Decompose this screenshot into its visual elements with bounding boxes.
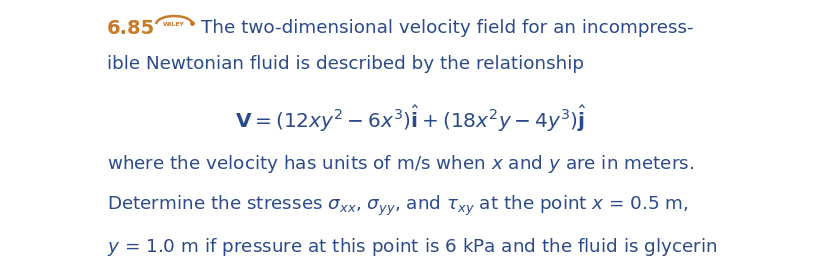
Text: The two-dimensional velocity field for an incompress-: The two-dimensional velocity field for a… bbox=[201, 19, 694, 37]
Text: ible Newtonian fluid is described by the relationship: ible Newtonian fluid is described by the… bbox=[107, 55, 584, 73]
Text: where the velocity has units of m/s when $x$ and $y$ are in meters.: where the velocity has units of m/s when… bbox=[107, 153, 694, 175]
Text: $y$ = 1.0 m if pressure at this point is 6 kPa and the fluid is glycerin: $y$ = 1.0 m if pressure at this point is… bbox=[107, 236, 718, 258]
Text: 6.85: 6.85 bbox=[107, 19, 155, 38]
Text: $\mathbf{V} = (12xy^2 - 6x^3)\hat{\mathbf{i}} + (18x^2y - 4y^3)\hat{\mathbf{j}}$: $\mathbf{V} = (12xy^2 - 6x^3)\hat{\mathb… bbox=[235, 104, 587, 134]
Text: Determine the stresses $\sigma_{xx}$, $\sigma_{yy}$, and $\tau_{xy}$ at the poin: Determine the stresses $\sigma_{xx}$, $\… bbox=[107, 194, 689, 218]
Text: WILEY: WILEY bbox=[164, 22, 185, 27]
